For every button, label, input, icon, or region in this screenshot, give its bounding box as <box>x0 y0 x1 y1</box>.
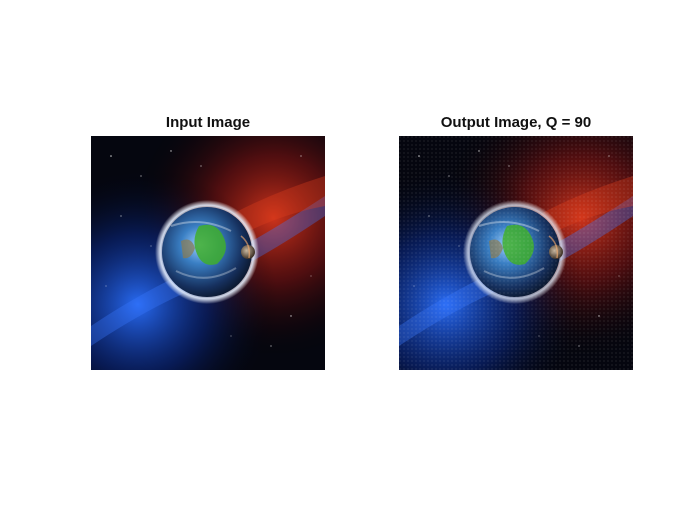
output-image <box>399 136 633 370</box>
output-image-panel: Output Image, Q = 90 <box>399 114 633 370</box>
input-image <box>91 136 325 370</box>
input-image-title: Input Image <box>165 114 251 131</box>
input-image-panel: Input Image <box>91 114 325 370</box>
output-image-title: Output Image, Q = 90 <box>440 114 592 131</box>
